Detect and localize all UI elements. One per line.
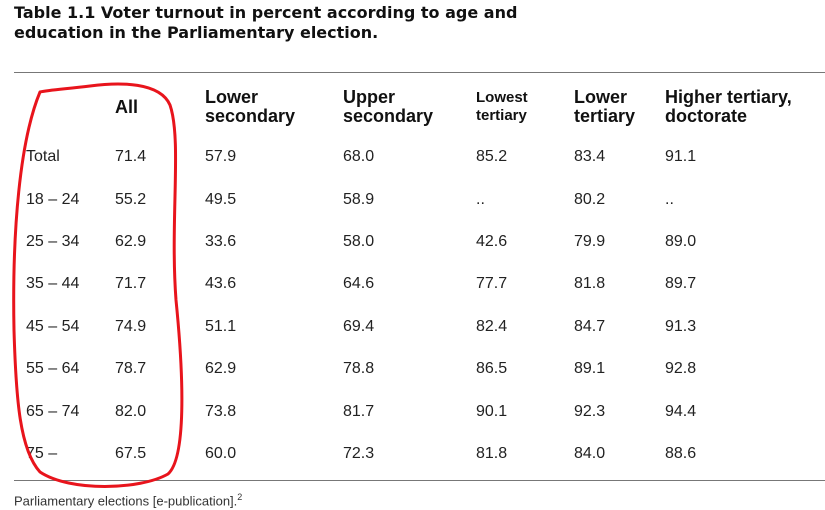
- value-cell: 77.7: [476, 275, 508, 293]
- source-text: Parliamentary elections [e-publication].: [14, 493, 238, 509]
- table-row: 45 – 54 74.9 51.1 69.4 82.4 84.7 91.3: [14, 306, 825, 348]
- value-cell: 74.9: [115, 317, 147, 335]
- table-row: 55 – 64 78.7 62.9 78.8 86.5 89.1 92.8: [14, 348, 825, 390]
- value-cell: 71.7: [115, 275, 147, 293]
- value-cell: 62.9: [205, 360, 237, 378]
- value-cell: 72.3: [343, 444, 375, 462]
- value-cell: ..: [476, 190, 485, 208]
- table-bottom-rule: [14, 480, 825, 481]
- value-cell: 86.5: [476, 360, 508, 378]
- value-cell: 55.2: [115, 190, 147, 208]
- row-label-cell: 25 – 34: [26, 232, 80, 250]
- table-row: 25 – 34 62.9 33.6 58.0 42.6 79.9 89.0: [14, 221, 825, 263]
- value-cell: 57.9: [205, 148, 237, 166]
- table-row: 18 – 24 55.2 49.5 58.9.. 80.2..: [14, 178, 825, 220]
- row-label-cell: 45 – 54: [26, 317, 80, 335]
- row-label-cell: 35 – 44: [26, 275, 80, 293]
- value-cell: 43.6: [205, 275, 237, 293]
- table-title: Table 1.1 Voter turnout in percent accor…: [14, 3, 634, 43]
- value-cell: 91.3: [665, 317, 697, 335]
- value-cell: 91.1: [665, 148, 697, 166]
- value-cell: 81.8: [476, 444, 508, 462]
- turnout-table: All Lower secondary Upper secondary Lowest…: [14, 78, 825, 475]
- header-lower-secondary: Lower secondary: [205, 87, 296, 126]
- row-label-cell: 55 – 64: [26, 360, 80, 378]
- table-title-line-2: education in the Parliamentary election.: [14, 23, 379, 42]
- value-cell: 64.6: [343, 275, 375, 293]
- table-row: 65 – 74 82.0 73.8 81.7 90.1 92.3 94.4: [14, 390, 825, 432]
- value-cell: 33.6: [205, 232, 237, 250]
- table-row: 75 – 67.5 60.0 72.3 81.8 84.0 88.6: [14, 433, 825, 475]
- value-cell: 79.9: [574, 232, 606, 250]
- value-cell: 58.0: [343, 232, 375, 250]
- value-cell: 89.0: [665, 232, 697, 250]
- value-cell: 51.1: [205, 317, 237, 335]
- value-cell: 84.7: [574, 317, 606, 335]
- value-cell: 92.3: [574, 402, 606, 420]
- value-cell: 67.5: [115, 444, 147, 462]
- value-cell: 80.2: [574, 190, 606, 208]
- table-top-rule: [14, 72, 825, 73]
- value-cell: 88.6: [665, 444, 697, 462]
- header-lowest-tertiary: Lowest tertiary: [476, 89, 528, 124]
- source-footnote-ref: 2: [237, 492, 243, 502]
- value-cell: 89.7: [665, 275, 697, 293]
- value-cell: 81.7: [343, 402, 375, 420]
- header-row: All Lower secondary Upper secondary Lowest…: [14, 78, 825, 136]
- value-cell: 94.4: [665, 402, 697, 420]
- row-label-cell: 75 –: [26, 444, 58, 462]
- value-cell: 82.4: [476, 317, 508, 335]
- value-cell: 92.8: [665, 360, 697, 378]
- header-all: All: [115, 96, 139, 117]
- value-cell: 84.0: [574, 444, 606, 462]
- header-higher-tertiary-doctorate: Higher tertiary, doctorate: [665, 87, 792, 126]
- value-cell: 83.4: [574, 148, 606, 166]
- table-title-line-1: Table 1.1 Voter turnout in percent accor…: [14, 3, 518, 22]
- value-cell: 90.1: [476, 402, 508, 420]
- table-body: Total 71.4 57.9 68.0 85.2 83.4 91.1 18 – 24 55.2…: [14, 136, 825, 475]
- value-cell: 71.4: [115, 148, 147, 166]
- header-lower-tertiary: Lower tertiary: [574, 87, 636, 126]
- row-label-cell: Total: [26, 148, 60, 166]
- value-cell: 42.6: [476, 232, 508, 250]
- value-cell: 82.0: [115, 402, 147, 420]
- value-cell: 62.9: [115, 232, 147, 250]
- source-note: Parliamentary elections [e-publication].…: [14, 492, 242, 508]
- value-cell: 58.9: [343, 190, 375, 208]
- table-row: 35 – 44 71.7 43.6 64.6 77.7 81.8 89.7: [14, 263, 825, 305]
- value-cell: 68.0: [343, 148, 375, 166]
- header-upper-secondary: Upper secondary: [343, 87, 434, 126]
- value-cell: 81.8: [574, 275, 606, 293]
- row-label-cell: 18 – 24: [26, 190, 80, 208]
- value-cell: 78.8: [343, 360, 375, 378]
- value-cell: 73.8: [205, 402, 237, 420]
- value-cell: 78.7: [115, 360, 147, 378]
- value-cell: 85.2: [476, 148, 508, 166]
- value-cell: 89.1: [574, 360, 606, 378]
- row-label-cell: 65 – 74: [26, 402, 80, 420]
- table-row: Total 71.4 57.9 68.0 85.2 83.4 91.1: [14, 136, 825, 178]
- value-cell: ..: [665, 190, 674, 208]
- value-cell: 49.5: [205, 190, 237, 208]
- value-cell: 60.0: [205, 444, 237, 462]
- value-cell: 69.4: [343, 317, 375, 335]
